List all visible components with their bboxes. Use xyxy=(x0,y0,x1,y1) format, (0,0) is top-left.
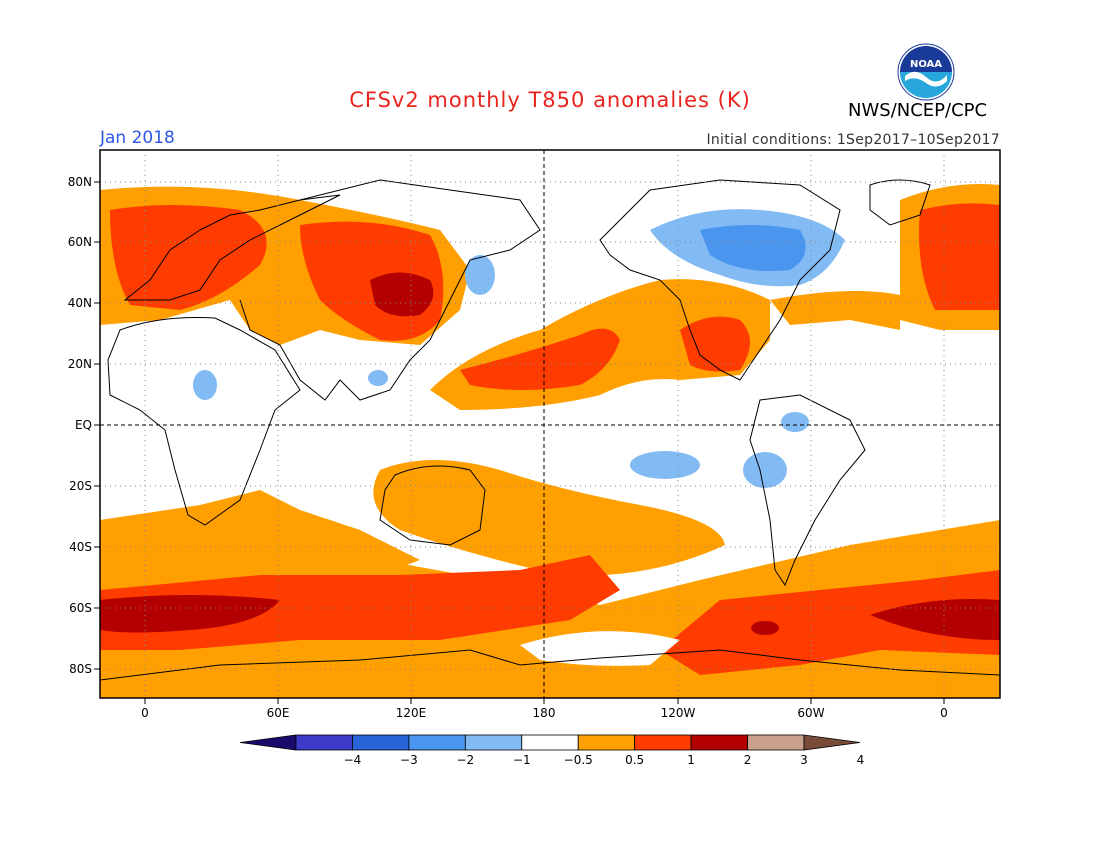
coastline-asia xyxy=(239,179,541,401)
lon-label: 60W xyxy=(797,706,824,720)
lat-label: 80S xyxy=(69,662,92,676)
colorbar-swatch xyxy=(747,734,805,751)
map-frame xyxy=(99,149,1001,699)
anomaly-region xyxy=(100,490,420,585)
lon-label: 60E xyxy=(267,706,290,720)
chart-title: CFSv2 monthly T850 anomalies (K) xyxy=(349,88,751,112)
lat-label: 20S xyxy=(69,479,92,493)
colorbar-swatch xyxy=(521,734,579,751)
lat-label: 20N xyxy=(68,357,92,371)
colorbar-swatch xyxy=(577,734,636,751)
colorbar-arrow-left xyxy=(239,734,297,751)
colorbar-arrow-right xyxy=(803,734,861,751)
lat-label: 40N xyxy=(68,296,92,310)
anomaly-region xyxy=(743,452,787,488)
coastline-north-america xyxy=(599,179,841,381)
anomaly-region xyxy=(751,621,779,635)
colorbar-swatch xyxy=(295,734,353,751)
colorbar-swatch xyxy=(352,734,410,751)
anomaly-region xyxy=(373,460,725,576)
coastlines xyxy=(100,179,1000,681)
anomaly-region xyxy=(660,570,1000,675)
initial-conditions: Initial conditions: 1Sep2017–10Sep2017 xyxy=(706,132,1000,148)
coastline-south-america xyxy=(749,394,866,587)
anomaly-region xyxy=(700,225,806,271)
colorbar-label: −3 xyxy=(400,753,418,767)
anomaly-region xyxy=(781,412,809,432)
anomaly-region xyxy=(110,205,267,310)
noaa-logo-icon: NOAA xyxy=(897,43,955,101)
colorbar-label: 1 xyxy=(687,753,695,767)
anomaly-region xyxy=(465,255,495,295)
colorbar-label: 0.5 xyxy=(625,753,644,767)
axis-ticks xyxy=(94,181,945,704)
anomaly-region xyxy=(370,272,434,317)
colorbar-label: −0.5 xyxy=(564,753,593,767)
lon-label: 180 xyxy=(533,706,556,720)
coastline-australia xyxy=(379,465,486,546)
lat-label: EQ xyxy=(75,418,92,432)
forecast-month: Jan 2018 xyxy=(100,128,175,148)
anomaly-region xyxy=(919,203,1000,310)
agency-label: NWS/NCEP/CPC xyxy=(848,100,988,121)
colorbar-label: −4 xyxy=(344,753,362,767)
anomaly-region xyxy=(460,328,620,390)
coastline-africa xyxy=(107,317,301,526)
anomaly-field xyxy=(100,150,1000,698)
colorbar-swatch xyxy=(634,734,692,751)
anomaly-region xyxy=(368,370,388,386)
logo-text: NOAA xyxy=(910,59,942,70)
anomaly-region xyxy=(520,631,680,666)
colorbar-label: −2 xyxy=(456,753,474,767)
lat-label: 80N xyxy=(68,175,92,189)
colorbar-label: −1 xyxy=(513,753,531,767)
anomaly-region xyxy=(193,370,217,400)
lat-label: 40S xyxy=(69,540,92,554)
colorbar-swatch xyxy=(690,734,748,751)
colorbar-label: 4 xyxy=(857,753,865,767)
colorbar-swatch xyxy=(408,734,466,751)
anomaly-region xyxy=(680,316,750,372)
lon-label: 0 xyxy=(940,706,948,720)
anomaly-region xyxy=(770,291,900,330)
anomaly-region xyxy=(100,595,280,633)
colorbar-label: 2 xyxy=(744,753,752,767)
colorbar-label: 3 xyxy=(800,753,808,767)
gridlines xyxy=(100,150,1000,698)
coastline-antarctica xyxy=(100,649,1000,681)
colorbar: −4 −3 −2 −1 −0.5 0.5 1 2 3 4 xyxy=(239,734,865,767)
lon-label: 120E xyxy=(396,706,427,720)
colorbar-swatch xyxy=(464,734,523,751)
lon-label: 120W xyxy=(661,706,696,720)
anomaly-region xyxy=(100,555,620,650)
coastline-europe xyxy=(123,194,341,301)
anomaly-region xyxy=(630,451,700,479)
lat-label: 60S xyxy=(69,601,92,615)
lon-label: 0 xyxy=(141,706,149,720)
lat-label: 60N xyxy=(68,235,92,249)
anomaly-region xyxy=(870,599,1000,640)
